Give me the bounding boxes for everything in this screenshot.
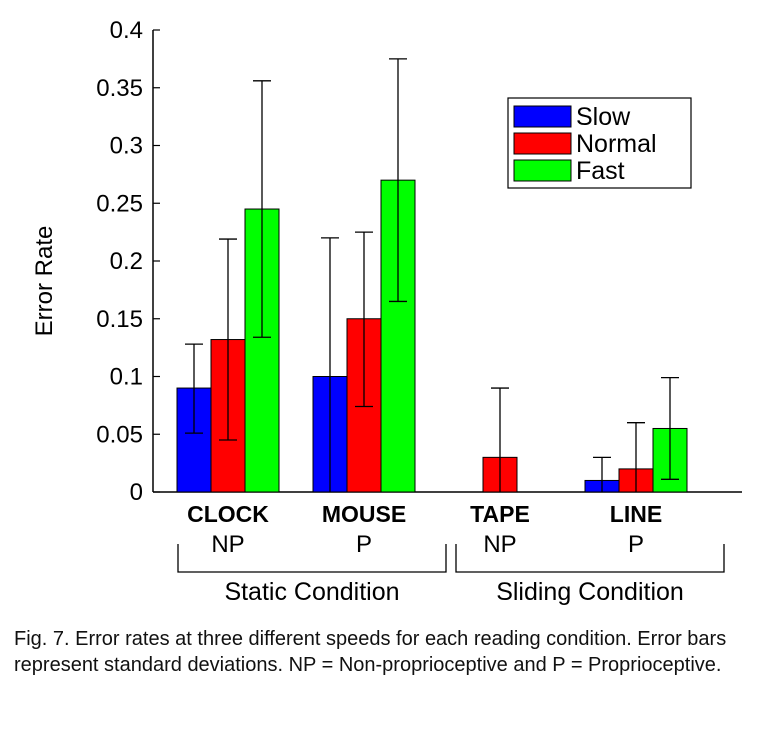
category-sublabel: NP — [483, 531, 516, 558]
category-sublabel: P — [628, 531, 644, 558]
category-sublabel: P — [356, 531, 372, 558]
y-tick-label: 0.35 — [96, 75, 143, 102]
category-label: MOUSE — [322, 501, 406, 527]
y-tick-label: 0.05 — [96, 421, 143, 448]
y-tick-label: 0.15 — [96, 306, 143, 333]
group-bracket — [455, 544, 725, 573]
category-label: TAPE — [470, 501, 530, 527]
error-rate-chart: 0 0.05 0.1 0.15 0.2 0.25 0.3 0.35 0.4 Error Rate C… — [31, 17, 742, 606]
y-axis-label: Error Rate — [31, 226, 58, 337]
category-sublabel: NP — [211, 531, 244, 558]
legend-label: Normal — [576, 130, 657, 158]
y-tick-label: 0.4 — [110, 17, 143, 44]
legend-swatch-slow — [513, 105, 572, 128]
y-tick-label: 0.2 — [110, 248, 143, 275]
group-label: Sliding Condition — [496, 578, 684, 606]
group-label: Static Condition — [224, 578, 399, 606]
y-tick-label: 0.1 — [110, 364, 143, 391]
y-tick-label: 0.25 — [96, 190, 143, 217]
group-bracket — [177, 544, 447, 573]
legend-swatch-normal — [513, 132, 572, 155]
category-label: CLOCK — [187, 501, 269, 527]
legend-label: Fast — [576, 157, 625, 185]
legend-swatch-fast — [513, 159, 572, 182]
y-tick-label: 0.3 — [110, 133, 143, 160]
category-label: LINE — [610, 501, 662, 527]
figure-caption: Fig. 7. Error rates at three different s… — [14, 628, 727, 676]
legend-label: Slow — [576, 103, 631, 131]
y-tick-label: 0 — [130, 479, 143, 506]
